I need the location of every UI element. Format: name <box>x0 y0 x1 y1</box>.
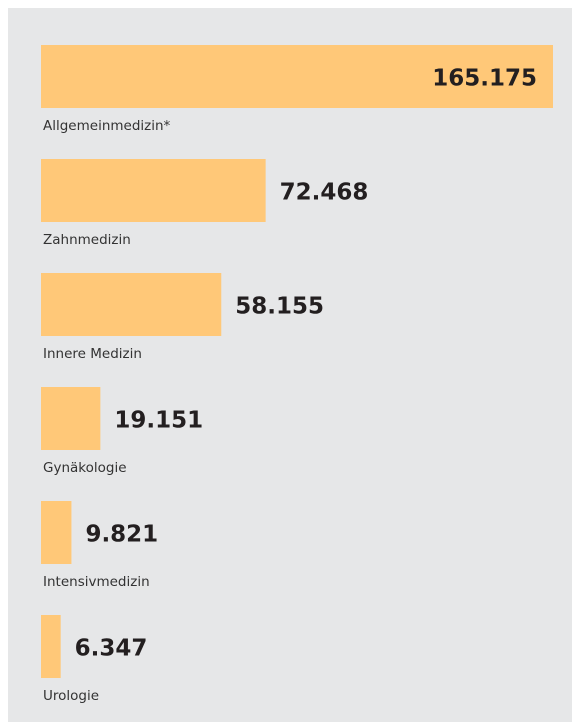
bar <box>41 45 553 108</box>
bar <box>41 159 266 222</box>
chart-background <box>8 8 572 722</box>
value-label: 9.821 <box>85 522 158 548</box>
value-label: 165.175 <box>432 66 537 92</box>
bar <box>41 273 222 336</box>
value-label: 58.155 <box>235 294 324 320</box>
bar <box>41 387 101 450</box>
value-label: 19.151 <box>114 408 203 434</box>
value-label: 72.468 <box>280 180 369 206</box>
category-label: Innere Medizin <box>43 346 142 362</box>
category-label: Urologie <box>43 688 99 704</box>
category-label: Gynäkologie <box>43 460 127 476</box>
category-label: Allgemeinmedizin* <box>43 118 171 134</box>
category-label: Intensivmedizin <box>43 574 150 590</box>
bar <box>41 615 61 678</box>
bar <box>41 501 72 564</box>
value-label: 6.347 <box>75 636 148 662</box>
category-label: Zahnmedizin <box>43 232 131 248</box>
